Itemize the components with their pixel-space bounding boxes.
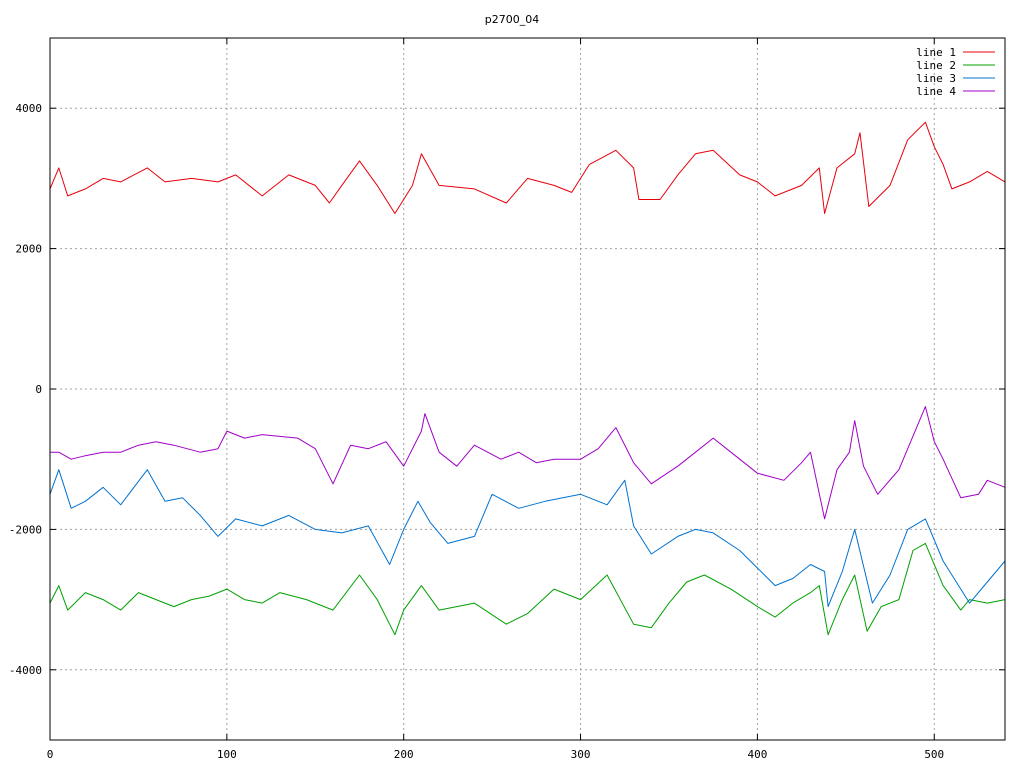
- y-tick-label: 0: [35, 383, 42, 396]
- x-tick-label: 300: [571, 748, 591, 761]
- legend-label-2: line 2: [916, 59, 956, 72]
- y-tick-label: -4000: [9, 664, 42, 677]
- x-tick-label: 0: [47, 748, 54, 761]
- y-tick-label: -2000: [9, 523, 42, 536]
- series-line-4: [50, 406, 1006, 520]
- chart-title: p2700_04: [485, 13, 539, 26]
- legend-label-3: line 3: [916, 72, 956, 85]
- axis-ticks: 0 100 200 300 400 500 -4000 -2000 0 2000 4000: [9, 38, 1005, 761]
- series-lines: [49, 121, 1006, 636]
- y-tick-label: 2000: [16, 243, 43, 256]
- x-tick-label: 100: [217, 748, 237, 761]
- series-line-1: [49, 121, 1006, 214]
- y-tick-label: 4000: [16, 102, 43, 115]
- grid: [50, 38, 1005, 740]
- series-line-2: [49, 542, 1006, 636]
- legend-label-1: line 1: [916, 46, 956, 59]
- x-tick-label: 500: [924, 748, 944, 761]
- x-tick-label: 400: [747, 748, 767, 761]
- series-line-3: [49, 469, 1006, 608]
- x-tick-label: 200: [394, 748, 414, 761]
- legend-label-4: line 4: [916, 85, 956, 98]
